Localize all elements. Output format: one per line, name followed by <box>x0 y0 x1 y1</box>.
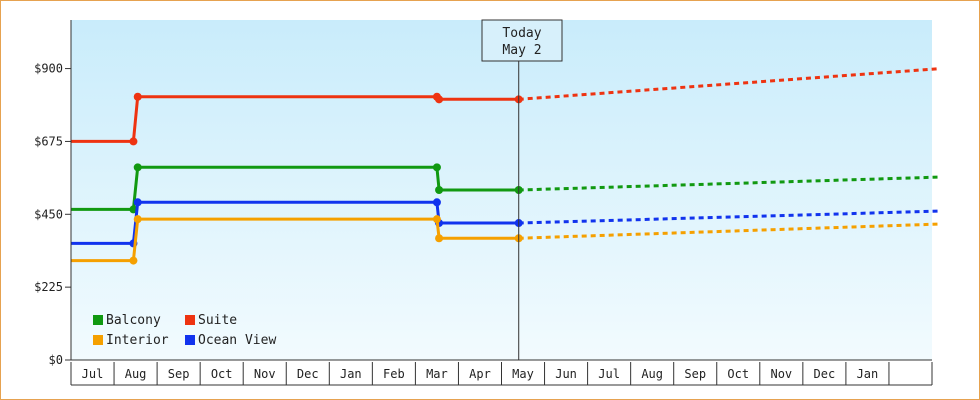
legend-label-ocean-view: Ocean View <box>198 333 276 348</box>
data-point-interior <box>435 234 444 243</box>
axes: $0 $225 $450 $675 $900 <box>34 20 932 367</box>
data-point-interior <box>133 215 142 224</box>
x-tick-label: Sep <box>168 367 190 381</box>
x-tick-label: Nov <box>254 367 276 381</box>
legend-swatch-suite <box>185 315 195 325</box>
x-tick-label: Oct <box>727 367 749 381</box>
y-tick-label: $0 <box>49 353 63 367</box>
data-point-balcony <box>133 163 142 172</box>
data-point-suite <box>133 92 142 101</box>
x-tick-label: May <box>512 367 534 381</box>
legend-label-interior: Interior <box>106 333 169 348</box>
y-tick-label: $900 <box>34 62 63 76</box>
data-point-interior <box>129 256 138 265</box>
today-marker: Today May 2 <box>481 19 563 360</box>
legend: Balcony Suite Interior Ocean View <box>93 313 276 348</box>
series-line-interior <box>71 217 519 263</box>
legend-label-balcony: Balcony <box>106 313 161 328</box>
x-tick-label: Aug <box>125 367 147 381</box>
y-tick-label: $675 <box>34 134 63 148</box>
today-label-line2: May 2 <box>502 43 541 58</box>
series-line-balcony <box>71 165 519 211</box>
series-forecast-suite <box>518 67 941 101</box>
data-point-ocean-view <box>432 198 441 207</box>
x-tick-label: Oct <box>211 367 233 381</box>
data-point-interior <box>432 215 441 224</box>
x-tick-label: Sep <box>684 367 706 381</box>
series-forecast-interior <box>518 222 941 240</box>
x-tick-label: Mar <box>426 367 448 381</box>
legend-swatch-ocean-view <box>185 335 195 345</box>
x-tick-label: Apr <box>469 367 491 381</box>
y-tick-label: $450 <box>34 207 63 221</box>
series-forecast-balcony <box>518 175 941 192</box>
data-point-balcony <box>432 163 441 172</box>
x-tick-label: Jan <box>340 367 362 381</box>
x-tick-label: Jun <box>555 367 577 381</box>
x-tick-label: Dec <box>814 367 836 381</box>
x-tick-label: Aug <box>641 367 663 381</box>
x-tick-label: Jul <box>598 367 620 381</box>
x-tick-label: Dec <box>297 367 319 381</box>
x-axis-band: Jul Aug Sep Oct Nov Dec Jan Feb Mar Apr May Jun Jul A… <box>70 362 933 386</box>
x-tick-label: Jul <box>82 367 104 381</box>
legend-swatch-interior <box>93 335 103 345</box>
data-point-suite <box>435 95 444 104</box>
y-tick-label: $225 <box>34 280 63 294</box>
x-tick-label: Nov <box>770 367 792 381</box>
x-tick-label: Feb <box>383 367 405 381</box>
series-line-ocean-view <box>71 200 519 245</box>
series-forecast-ocean-view <box>518 209 941 225</box>
today-label-box <box>481 19 563 62</box>
series-layer <box>71 67 941 265</box>
data-point-ocean-view <box>133 198 142 207</box>
x-tick-label: Jan <box>857 367 879 381</box>
data-point-balcony <box>435 186 444 194</box>
series-line-suite <box>71 95 519 143</box>
data-point-suite <box>129 137 138 146</box>
legend-swatch-balcony <box>93 315 103 325</box>
legend-label-suite: Suite <box>198 313 237 328</box>
today-label-line1: Today <box>502 26 541 41</box>
